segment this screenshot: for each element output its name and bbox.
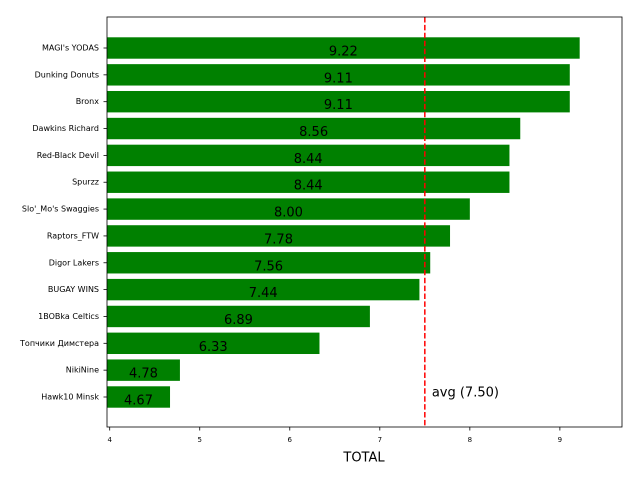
bar	[107, 198, 470, 220]
bar	[107, 359, 180, 381]
x-tick-label: 6	[288, 436, 293, 444]
value-label: 8.56	[299, 125, 328, 140]
value-label: 9.22	[329, 45, 358, 60]
bar	[107, 386, 171, 408]
y-tick-label: Топчики Димстера	[19, 339, 99, 348]
x-tick-label: 9	[558, 436, 562, 444]
x-tick-label: 7	[378, 436, 382, 444]
value-label: 7.44	[249, 286, 278, 301]
bar	[107, 332, 320, 355]
value-label: 9.11	[324, 71, 353, 86]
x-axis-label: TOTAL	[342, 451, 385, 466]
value-label: 6.89	[224, 313, 253, 328]
bar	[107, 37, 580, 59]
value-label: 8.44	[294, 152, 323, 167]
bar	[107, 278, 420, 301]
reference-label: avg (7.50)	[432, 386, 499, 401]
value-label: 4.67	[124, 394, 153, 409]
value-label: 4.78	[129, 367, 158, 382]
value-label: 7.56	[254, 259, 283, 274]
bar	[107, 252, 431, 274]
y-tick-label: Spurzz	[72, 178, 99, 187]
value-label: 7.78	[264, 232, 293, 247]
y-tick-label: Dawkins Richard	[32, 124, 99, 133]
value-label: 8.44	[294, 179, 323, 194]
y-tick-label: Dunking Donuts	[35, 70, 99, 79]
y-tick-label: 1BOBka Celtics	[38, 312, 99, 321]
y-tick-label: Raptors_FTW	[47, 231, 99, 240]
x-tick-label: 4	[107, 436, 112, 444]
bar	[107, 144, 510, 167]
value-label: 8.00	[274, 206, 303, 221]
y-tick-label: Bronx	[76, 97, 100, 106]
y-tick-label: NikiNine	[66, 366, 99, 375]
value-label: 6.33	[199, 340, 228, 355]
bar	[107, 225, 451, 247]
x-tick-label: 8	[468, 436, 472, 444]
y-tick-label: MAGI's YODAS	[42, 44, 99, 53]
y-tick-label: Red-Black Devil	[37, 151, 99, 160]
bar	[107, 305, 370, 328]
y-tick-label: BUGAY WINS	[48, 285, 99, 294]
y-tick-label: Digor Lakers	[49, 258, 99, 267]
value-label: 9.11	[324, 98, 353, 113]
bar	[107, 171, 510, 193]
y-tick-label: Slo'_Mo's Swaggies	[22, 205, 99, 214]
y-tick-label: Hawk10 Minsk	[41, 393, 99, 402]
bar	[107, 117, 521, 140]
x-tick-label: 5	[198, 436, 202, 444]
bar	[107, 64, 570, 86]
bar	[107, 90, 570, 113]
plot-frame	[106, 16, 623, 428]
